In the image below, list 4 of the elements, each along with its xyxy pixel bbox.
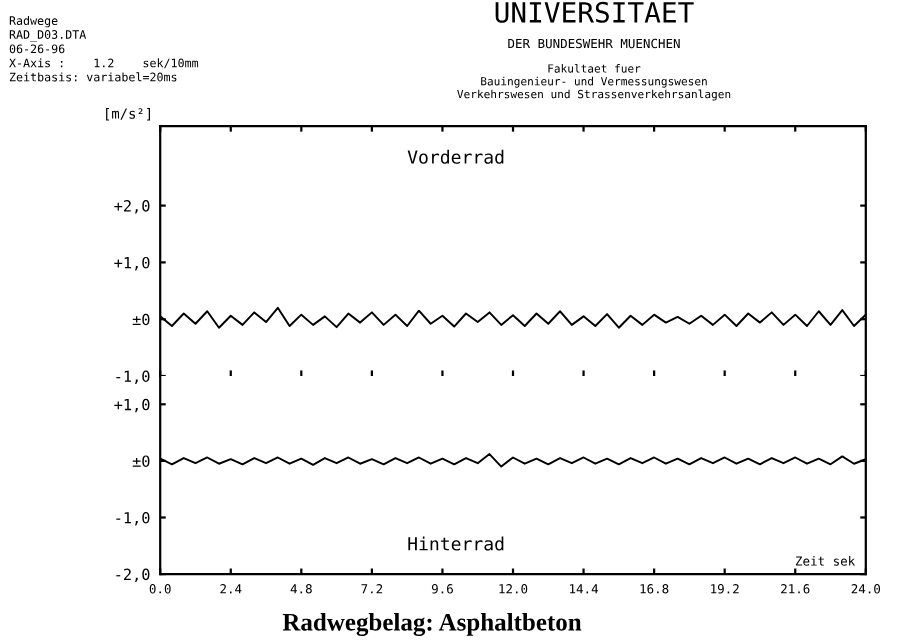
chart-title: UNIVERSITAET <box>495 1 694 23</box>
text: Radwegbelag: Asphaltbeton <box>282 613 582 636</box>
legend-label: Vorderrad <box>407 149 504 164</box>
text: Hinterrad <box>408 536 504 551</box>
